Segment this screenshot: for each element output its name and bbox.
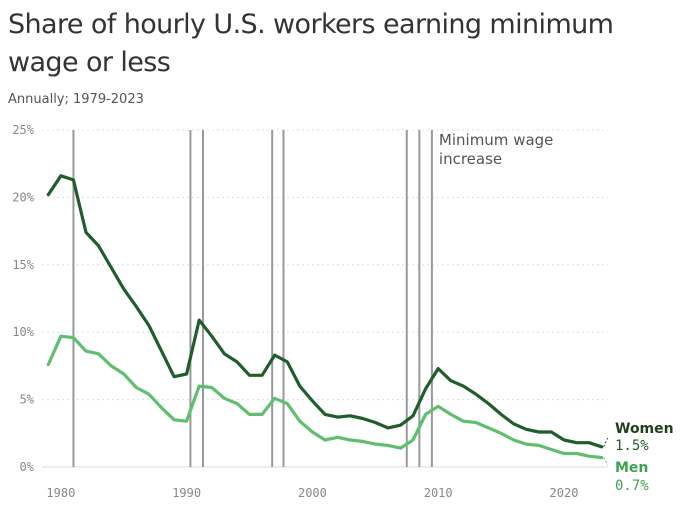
series-lines [46,174,604,460]
x-tick-label: 2010 [424,486,453,500]
leader-line [603,457,609,466]
x-tick-label: 1990 [172,486,201,500]
series-label-men: Men [615,460,648,476]
annotation-line-2: increase [439,150,502,168]
annotation-line-1: Minimum wage [439,131,554,149]
series-line-women [46,174,604,449]
x-tick-label: 1980 [46,486,75,500]
gridlines [42,129,608,468]
x-tick-label: 2000 [298,486,327,500]
x-tick-label: 2020 [550,486,579,500]
min-wage-increase-lines [72,130,433,467]
y-axis: 0% 5% 10% 15% 20% 25% [12,123,34,474]
y-tick-label: 15% [12,258,34,272]
y-tick-label: 25% [12,123,34,137]
series-value-women: 1.5% [615,438,649,454]
y-tick-label: 5% [20,393,35,407]
chart-title: Share of hourly U.S. workers earning min… [8,9,614,78]
leader-line [603,437,609,447]
y-tick-label: 0% [20,460,35,474]
annotation-min-wage-increase: Minimum wage increase [439,131,558,168]
y-tick-label: 10% [12,325,34,339]
series-label-women: Women [615,421,674,437]
x-axis: 1980 1990 2000 2010 2020 [46,486,578,500]
series-value-men: 0.7% [615,478,649,494]
series-line-men [46,334,604,460]
chart-subtitle: Annually; 1979-2023 [8,92,144,107]
y-tick-label: 20% [12,190,34,204]
